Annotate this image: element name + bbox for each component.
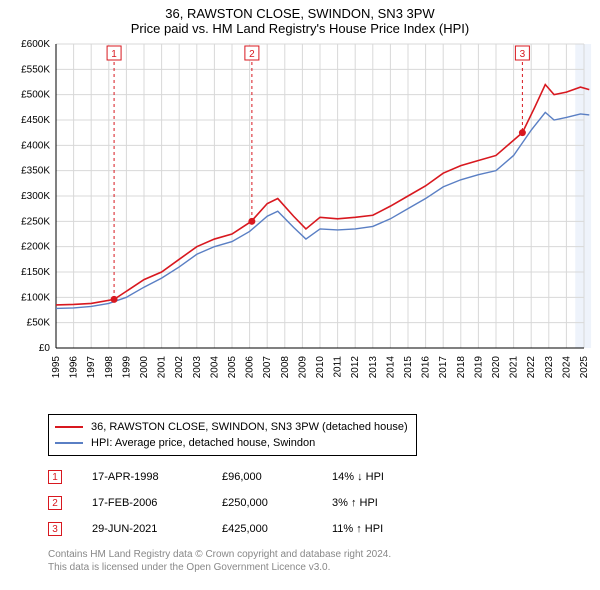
- svg-text:2018: 2018: [456, 356, 467, 379]
- legend-item: 36, RAWSTON CLOSE, SWINDON, SN3 3PW (det…: [55, 419, 408, 435]
- svg-text:£300K: £300K: [21, 191, 50, 202]
- svg-text:2025: 2025: [579, 356, 590, 379]
- svg-text:£50K: £50K: [27, 318, 51, 329]
- series-hpi: [56, 112, 589, 308]
- svg-text:2011: 2011: [333, 356, 344, 378]
- svg-text:1999: 1999: [121, 356, 132, 379]
- attribution: Contains HM Land Registry data © Crown c…: [48, 548, 592, 574]
- event-delta: 11% ↑ HPI: [332, 523, 442, 535]
- attribution-line: Contains HM Land Registry data © Crown c…: [48, 548, 592, 561]
- event-price: £96,000: [222, 471, 332, 483]
- chart-area: £0 £50K £100K £150K £200K £250K £300K £350K £400…: [8, 40, 592, 408]
- event-marker: 2: [48, 496, 62, 510]
- svg-text:£100K: £100K: [21, 292, 50, 303]
- svg-text:1995: 1995: [51, 356, 62, 379]
- svg-text:1996: 1996: [69, 356, 80, 379]
- svg-text:£250K: £250K: [21, 216, 50, 227]
- svg-text:2015: 2015: [403, 356, 414, 379]
- event-delta: 3% ↑ HPI: [332, 497, 442, 509]
- svg-text:2000: 2000: [139, 356, 150, 379]
- svg-text:2024: 2024: [561, 356, 572, 379]
- svg-text:£200K: £200K: [21, 242, 50, 253]
- sale-events-table: 1 17-APR-1998£96,00014% ↓ HPI 2 17-FEB-2006…: [48, 464, 592, 542]
- svg-text:£0: £0: [39, 343, 51, 354]
- chart-title: 36, RAWSTON CLOSE, SWINDON, SN3 3PW: [8, 6, 592, 21]
- svg-text:2012: 2012: [350, 356, 361, 379]
- svg-text:£450K: £450K: [21, 115, 50, 126]
- svg-text:2003: 2003: [192, 356, 203, 379]
- svg-text:£350K: £350K: [21, 166, 50, 177]
- event-marker: 3: [48, 522, 62, 536]
- legend: 36, RAWSTON CLOSE, SWINDON, SN3 3PW (det…: [48, 414, 417, 456]
- svg-text:1997: 1997: [86, 356, 97, 379]
- event-date: 17-APR-1998: [92, 471, 222, 483]
- line-chart: £0 £50K £100K £150K £200K £250K £300K £350K £400…: [8, 40, 592, 408]
- event-row: 1 17-APR-1998£96,00014% ↓ HPI: [48, 464, 592, 490]
- event-date: 17-FEB-2006: [92, 497, 222, 509]
- event-price: £425,000: [222, 523, 332, 535]
- legend-item: HPI: Average price, detached house, Swin…: [55, 435, 408, 451]
- legend-label: 36, RAWSTON CLOSE, SWINDON, SN3 3PW (det…: [91, 421, 408, 433]
- event-price: £250,000: [222, 497, 332, 509]
- chart-subtitle: Price paid vs. HM Land Registry's House …: [8, 21, 592, 36]
- event-date: 29-JUN-2021: [92, 523, 222, 535]
- chart-container: 36, RAWSTON CLOSE, SWINDON, SN3 3PW Pric…: [0, 0, 600, 590]
- svg-text:2017: 2017: [438, 356, 449, 379]
- event-marker: 1: [48, 470, 62, 484]
- svg-text:2004: 2004: [209, 356, 220, 379]
- svg-text:2002: 2002: [174, 356, 185, 379]
- attribution-line: This data is licensed under the Open Gov…: [48, 561, 592, 574]
- svg-text:£550K: £550K: [21, 64, 50, 75]
- svg-text:2021: 2021: [509, 356, 520, 379]
- legend-swatch: [55, 426, 83, 428]
- svg-text:2008: 2008: [280, 356, 291, 379]
- svg-text:2020: 2020: [491, 356, 502, 379]
- svg-text:2007: 2007: [262, 356, 273, 379]
- legend-label: HPI: Average price, detached house, Swin…: [91, 437, 315, 449]
- svg-text:2023: 2023: [544, 356, 555, 379]
- svg-text:2014: 2014: [385, 356, 396, 379]
- svg-text:£400K: £400K: [21, 140, 50, 151]
- svg-text:2: 2: [249, 49, 255, 60]
- svg-text:2022: 2022: [526, 356, 537, 379]
- svg-text:1: 1: [111, 49, 117, 60]
- svg-text:2010: 2010: [315, 356, 326, 379]
- svg-text:3: 3: [520, 49, 526, 60]
- legend-swatch: [55, 442, 83, 444]
- svg-text:2001: 2001: [157, 356, 168, 379]
- svg-text:£600K: £600K: [21, 40, 50, 50]
- svg-text:£500K: £500K: [21, 90, 50, 101]
- event-row: 3 29-JUN-2021£425,00011% ↑ HPI: [48, 516, 592, 542]
- svg-text:2005: 2005: [227, 356, 238, 379]
- svg-text:2006: 2006: [245, 356, 256, 379]
- svg-text:2013: 2013: [368, 356, 379, 379]
- svg-text:2016: 2016: [421, 356, 432, 379]
- svg-text:1998: 1998: [104, 356, 115, 379]
- event-delta: 14% ↓ HPI: [332, 471, 442, 483]
- event-row: 2 17-FEB-2006£250,0003% ↑ HPI: [48, 490, 592, 516]
- svg-text:£150K: £150K: [21, 267, 50, 278]
- title-block: 36, RAWSTON CLOSE, SWINDON, SN3 3PW Pric…: [8, 6, 592, 36]
- svg-text:2019: 2019: [473, 356, 484, 379]
- svg-text:2009: 2009: [297, 356, 308, 379]
